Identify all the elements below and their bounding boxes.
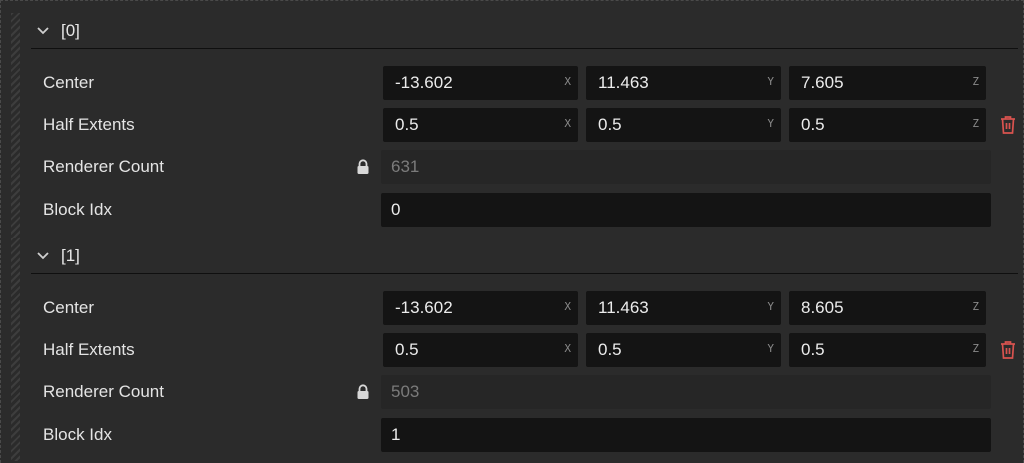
center-x-value[interactable]: -13.602 (395, 73, 453, 92)
axis-y-label: Y (767, 75, 774, 88)
half-extents-y-field[interactable]: 0.5 Y (586, 108, 781, 142)
center-label: Center (43, 298, 95, 317)
axis-y-label: Y (767, 300, 774, 313)
block-idx-row: Block Idx 1 (31, 418, 1024, 452)
center-x-field[interactable]: -13.602 X (383, 66, 578, 100)
chevron-down-icon[interactable] (35, 248, 51, 264)
center-y-field[interactable]: 11.463 Y (586, 291, 781, 325)
half-extents-x-field[interactable]: 0.5 X (383, 108, 578, 142)
axis-x-label: X (564, 342, 571, 355)
half-extents-z-field[interactable]: 0.5 Z (789, 333, 986, 367)
axis-x-label: X (564, 300, 571, 313)
block-idx-row: Block Idx 0 (31, 193, 1024, 227)
renderer-count-row: Renderer Count 631 (31, 150, 1024, 184)
block-idx-field[interactable]: 1 (381, 418, 991, 452)
half-extents-row: Half Extents 0.5 X 0.5 Y 0.5 Z (31, 333, 1024, 367)
renderer-count-label: Renderer Count (43, 382, 164, 401)
renderer-count-field: 631 (381, 150, 991, 184)
half-extents-z-field[interactable]: 0.5 Z (789, 108, 986, 142)
center-z-value[interactable]: 8.605 (801, 298, 844, 317)
center-x-field[interactable]: -13.602 X (383, 291, 578, 325)
axis-z-label: Z (972, 342, 979, 355)
trash-icon[interactable] (999, 340, 1017, 360)
center-y-field[interactable]: 11.463 Y (586, 66, 781, 100)
element-header-0[interactable]: [0] (31, 13, 1018, 49)
block-idx-label: Block Idx (43, 200, 112, 219)
axis-y-label: Y (767, 117, 774, 130)
element-index-label: [1] (61, 245, 80, 265)
center-z-field[interactable]: 8.605 Z (789, 291, 986, 325)
drag-handle[interactable] (11, 238, 20, 461)
half-extents-label: Half Extents (43, 340, 135, 359)
center-row: Center -13.602 X 11.463 Y 8.605 Z (31, 291, 1024, 325)
axis-z-label: Z (972, 117, 979, 130)
element-index-label: [0] (61, 20, 80, 40)
renderer-count-value: 503 (391, 382, 420, 401)
element-header-1[interactable]: [1] (31, 238, 1018, 274)
half-extents-x-value[interactable]: 0.5 (395, 340, 419, 359)
axis-x-label: X (564, 117, 571, 130)
axis-y-label: Y (767, 342, 774, 355)
half-extents-label: Half Extents (43, 115, 135, 134)
drag-handle[interactable] (11, 13, 20, 241)
renderer-count-row: Renderer Count 503 (31, 375, 1024, 409)
chevron-down-icon[interactable] (35, 23, 51, 39)
half-extents-z-value[interactable]: 0.5 (801, 115, 825, 134)
axis-z-label: Z (972, 75, 979, 88)
half-extents-y-value[interactable]: 0.5 (598, 115, 622, 134)
element-group-1: [1] Center -13.602 X 11.463 Y 8.605 Z Ha… (11, 238, 1024, 463)
trash-icon[interactable] (999, 115, 1017, 135)
block-idx-value[interactable]: 0 (391, 200, 401, 219)
center-label: Center (43, 73, 95, 92)
center-x-value[interactable]: -13.602 (395, 298, 453, 317)
lock-icon (356, 384, 370, 400)
block-idx-label: Block Idx (43, 425, 112, 444)
axis-x-label: X (564, 75, 571, 88)
half-extents-x-value[interactable]: 0.5 (395, 115, 419, 134)
half-extents-y-value[interactable]: 0.5 (598, 340, 622, 359)
half-extents-z-value[interactable]: 0.5 (801, 340, 825, 359)
renderer-count-field: 503 (381, 375, 991, 409)
block-idx-value[interactable]: 1 (391, 425, 401, 444)
center-y-value[interactable]: 11.463 (598, 298, 649, 317)
center-z-value[interactable]: 7.605 (801, 73, 844, 92)
axis-z-label: Z (972, 300, 979, 313)
half-extents-y-field[interactable]: 0.5 Y (586, 333, 781, 367)
center-y-value[interactable]: 11.463 (598, 73, 649, 92)
half-extents-x-field[interactable]: 0.5 X (383, 333, 578, 367)
element-group-0: [0] Center -13.602 X 11.463 Y 7.605 Z Ha… (11, 13, 1024, 241)
renderer-count-label: Renderer Count (43, 157, 164, 176)
center-row: Center -13.602 X 11.463 Y 7.605 Z (31, 66, 1024, 100)
block-idx-field[interactable]: 0 (381, 193, 991, 227)
lock-icon (356, 159, 370, 175)
half-extents-row: Half Extents 0.5 X 0.5 Y 0.5 Z (31, 108, 1024, 142)
renderer-count-value: 631 (391, 157, 420, 176)
center-z-field[interactable]: 7.605 Z (789, 66, 986, 100)
